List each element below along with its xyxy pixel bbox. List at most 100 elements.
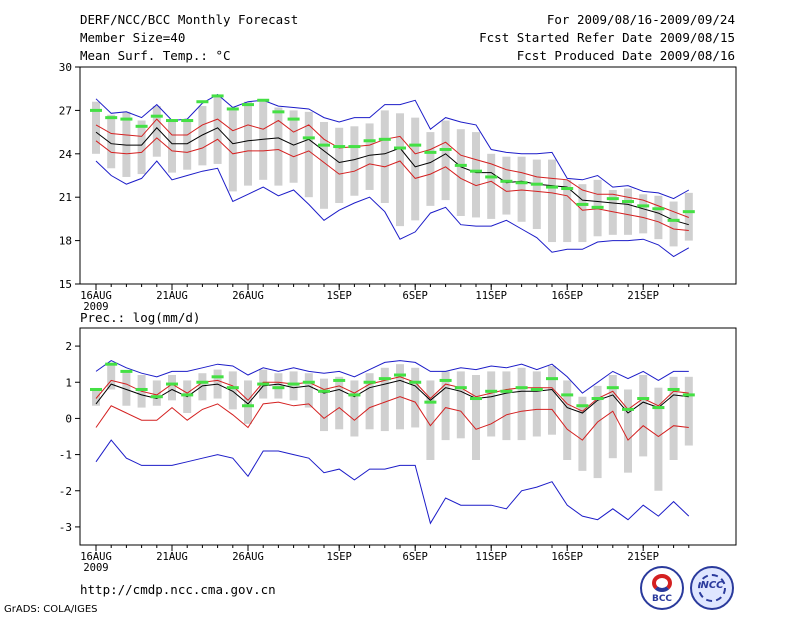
prec-spread-box	[244, 380, 252, 424]
temp-spread-box	[487, 153, 496, 219]
prec-median-marker	[606, 386, 619, 390]
temp-x-tick-label: 21SEP	[627, 290, 659, 302]
temp-spread-box	[350, 126, 359, 196]
forecast-start-label: Fcst Started Refer Date 2009/08/15	[479, 30, 735, 45]
prec-spread-box	[487, 371, 496, 437]
prec-median-marker	[454, 386, 467, 390]
temp-median-marker	[546, 185, 558, 189]
prec-median-marker	[302, 380, 315, 384]
prec-spread-box	[456, 371, 465, 439]
prec-median-marker	[561, 393, 574, 397]
prec-spread-box	[563, 380, 572, 461]
prec-spread-box	[380, 367, 389, 432]
prec-median-marker	[591, 397, 604, 401]
temp-y-tick-label: 27	[59, 104, 72, 117]
temp-spread-box	[289, 110, 298, 183]
prec-spread-box	[228, 371, 237, 410]
temp-median-marker	[378, 137, 391, 141]
temp-spread-box	[244, 101, 252, 186]
temp-median-marker	[333, 145, 346, 149]
prec-spread-box	[152, 380, 161, 406]
temp-x-tick-label: 1SEP	[327, 290, 352, 302]
temp-median-marker	[105, 116, 118, 120]
prec-median-marker	[166, 382, 178, 386]
forecast-produced-label: Fcst Produced Date 2009/08/16	[516, 48, 735, 63]
temp-median-marker	[622, 200, 634, 204]
prec-median-marker	[90, 387, 102, 391]
temp-spread-box	[624, 188, 632, 235]
bcc-swirl-icon	[652, 574, 672, 592]
temp-spread-box	[578, 184, 587, 243]
prec-line-min	[95, 439, 690, 525]
temp-median-marker	[166, 119, 178, 123]
temp-x-tick-label: 26AUG	[232, 290, 264, 302]
prec-median-marker	[211, 375, 224, 379]
prec-median-marker	[424, 400, 437, 404]
prec-median-marker	[318, 389, 330, 393]
temp-spread-box	[548, 159, 556, 243]
temp-median-marker	[150, 114, 163, 118]
temp-spread-box	[122, 111, 131, 177]
prec-x-tick-label: 21AUG	[156, 551, 188, 563]
temp-y-tick-label: 30	[59, 61, 72, 74]
prec-year-label: 2009	[83, 562, 108, 574]
temp-median-marker	[576, 202, 589, 206]
temp-median-marker	[348, 145, 361, 149]
prec-median-marker	[470, 397, 482, 401]
prec-spread-box	[639, 375, 648, 457]
temp-median-marker	[424, 150, 437, 154]
temp-spread-box	[213, 95, 222, 164]
temp-spread-box	[137, 120, 146, 175]
temp-x-tick-label: 6SEP	[403, 290, 428, 302]
prec-median-marker	[105, 362, 118, 366]
prec-x-tick-label: 1SEP	[327, 551, 352, 563]
prec-line-std-lower	[95, 396, 689, 441]
prec-spread-box	[320, 378, 328, 432]
temp-spread-box	[92, 101, 100, 154]
source-url[interactable]: http://cmdp.ncc.cma.gov.cn	[80, 582, 276, 597]
temp-median-marker	[181, 119, 194, 123]
temp-median-marker	[394, 146, 406, 150]
prec-median-marker	[378, 377, 391, 381]
temp-spread-box	[198, 106, 207, 166]
temp-spread-box	[639, 194, 648, 234]
prec-x-tick-label: 16SEP	[551, 551, 583, 563]
prec-spread-box	[426, 380, 435, 461]
prec-median-marker	[500, 389, 513, 393]
prec-y-tick-label: 1	[65, 376, 72, 389]
prec-spread-box	[669, 376, 678, 461]
temp-median-marker	[318, 143, 330, 147]
ncc-logo: NCC	[690, 566, 734, 610]
prec-median-marker	[150, 395, 163, 399]
temp-spread-box	[532, 159, 541, 230]
temp-median-marker	[211, 94, 224, 98]
temp-spread-box	[107, 114, 116, 169]
prec-x-tick-label: 6SEP	[403, 551, 428, 563]
bcc-logo: BCC	[640, 566, 684, 610]
prec-line-std-upper	[95, 376, 689, 412]
temp-median-marker	[287, 117, 300, 121]
prec-x-tick-label: 16AUG	[80, 551, 112, 563]
temp-spread-box	[684, 192, 693, 241]
temp-spread-box	[320, 121, 328, 209]
temp-line-mean	[95, 127, 689, 226]
temp-median-marker	[515, 181, 528, 185]
prec-spread-box	[517, 367, 526, 441]
ncc-logo-text: NCC	[700, 580, 724, 591]
temp-median-marker	[485, 175, 498, 179]
temp-y-tick-label: 18	[59, 235, 72, 248]
prec-y-tick-label: -1	[59, 449, 72, 462]
temp-spread-box	[335, 127, 344, 203]
temp-spread-box	[654, 195, 663, 240]
temp-median-marker	[439, 147, 452, 151]
temp-median-marker	[530, 182, 543, 186]
temp-spread-box	[365, 123, 374, 190]
temp-spread-box	[168, 121, 176, 173]
prec-spread-box	[289, 371, 298, 401]
temp-median-marker	[120, 117, 133, 121]
prec-spread-box	[365, 373, 374, 430]
temp-line-std-lower	[95, 137, 689, 231]
prec-line-max	[95, 360, 689, 394]
prec-median-marker	[196, 380, 209, 384]
